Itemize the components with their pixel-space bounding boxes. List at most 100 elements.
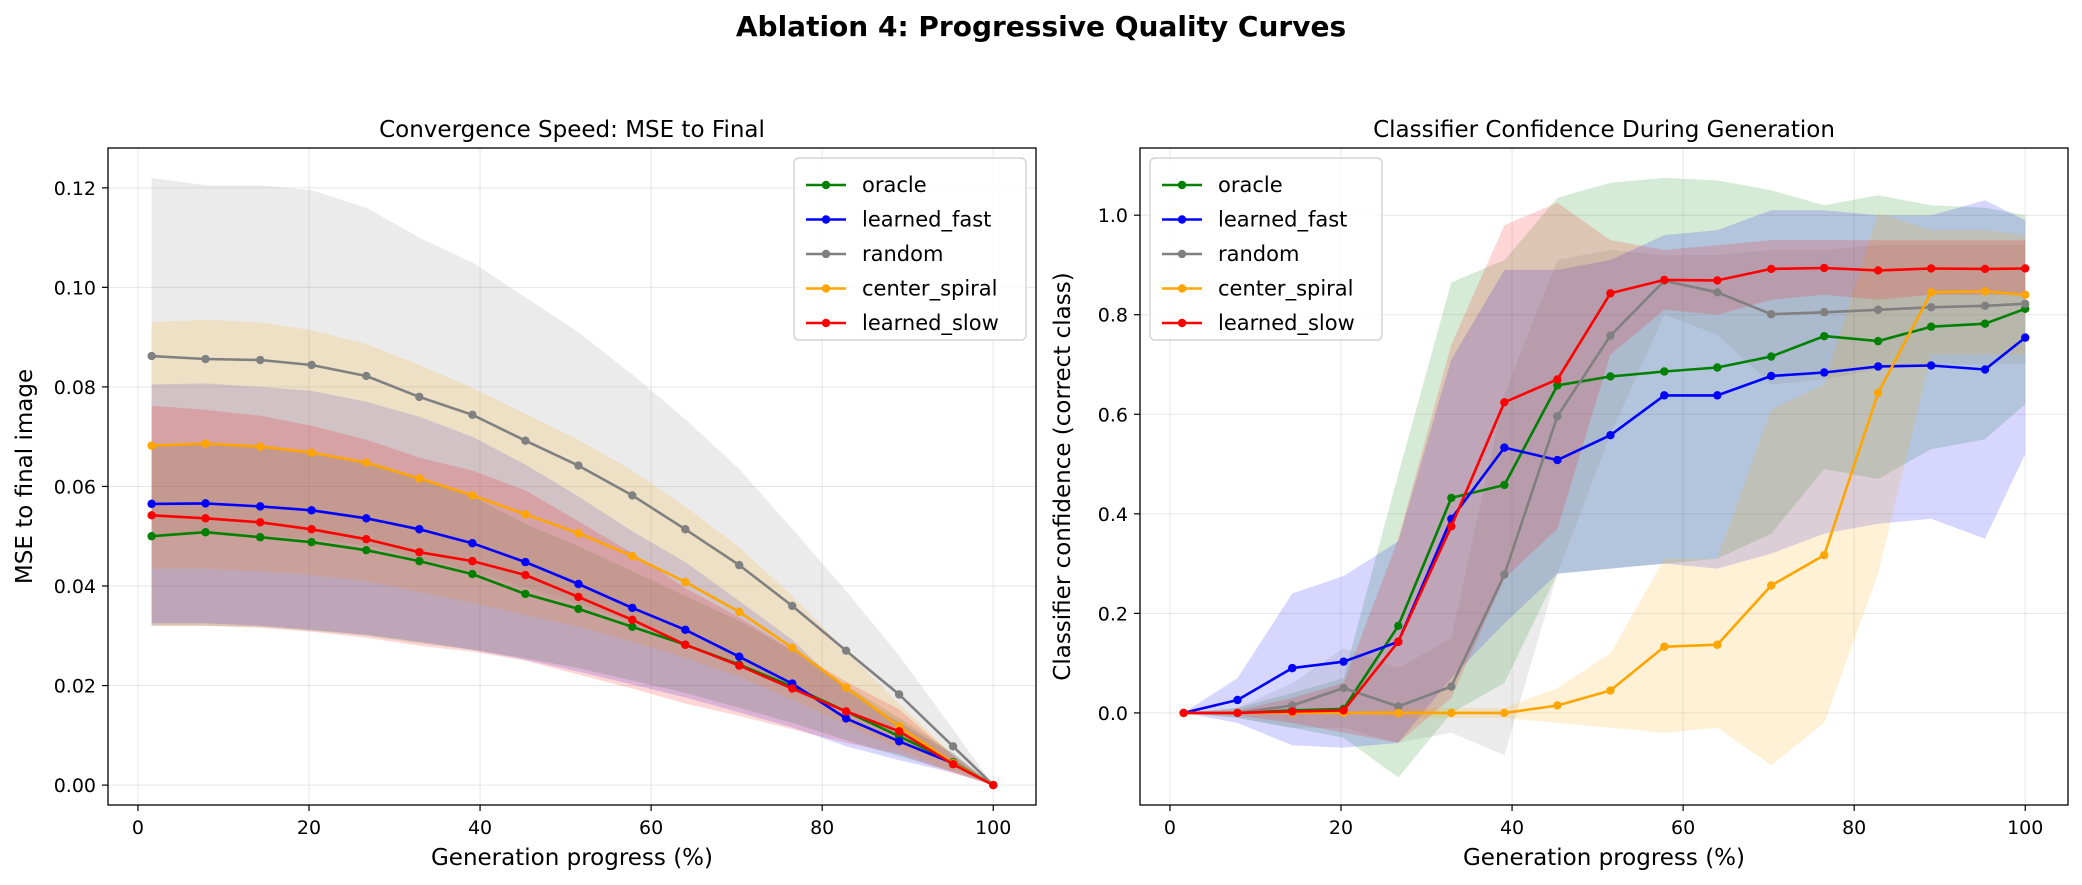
legend-label: learned_slow: [862, 311, 999, 336]
point-random: [256, 355, 265, 365]
point-learned_fast: [1873, 362, 1883, 371]
point-learned_slow: [1553, 375, 1562, 384]
point-learned_slow: [1660, 275, 1669, 285]
point-random: [468, 410, 477, 419]
legend-label: learned_fast: [862, 208, 991, 233]
point-oracle: [521, 589, 530, 599]
point-center_spiral: [1394, 708, 1403, 718]
point-random: [521, 436, 530, 445]
legend-label: learned_slow: [1218, 311, 1355, 336]
x-tick-label: 100: [2007, 817, 2043, 839]
point-center_spiral: [1980, 287, 1990, 296]
legend-item-learned_slow: learned_slow: [1162, 311, 1355, 336]
point-learned_slow: [1606, 289, 1615, 298]
point-random: [415, 392, 424, 402]
point-center_spiral: [468, 491, 477, 500]
legend-item-learned_slow: learned_slow: [806, 311, 999, 336]
point-learned_slow: [894, 727, 904, 736]
point-random: [2021, 299, 2030, 308]
axes-title: Convergence Speed: MSE to Final: [379, 117, 765, 143]
point-random: [1820, 308, 1829, 317]
point-center_spiral: [256, 442, 265, 451]
point-learned_fast: [1980, 365, 1990, 374]
point-learned_slow: [989, 780, 998, 790]
point-random: [948, 742, 958, 751]
legend-box: [793, 157, 1027, 341]
legend-marker: [1177, 180, 1187, 190]
point-random: [788, 601, 797, 611]
point-oracle: [1980, 319, 1990, 328]
figure-title: Ablation 4: Progressive Quality Curves: [736, 10, 1346, 43]
point-learned_fast: [1500, 443, 1509, 452]
y-axis: 0.00 0.02 0.04 0.06 0.08 0.10 0.12: [54, 178, 108, 797]
point-learned_fast: [628, 603, 637, 613]
point-learned_slow: [201, 514, 210, 523]
legend-marker: [1177, 215, 1187, 224]
point-learned_slow: [521, 570, 530, 580]
legend-label: random: [862, 242, 943, 266]
y-tick-label: 0.0: [1098, 703, 1128, 725]
point-learned_fast: [1660, 391, 1669, 400]
legend-box: [1149, 157, 1383, 341]
x-tick-label: 20: [297, 817, 321, 839]
point-learned_fast: [468, 538, 477, 548]
point-center_spiral: [628, 551, 637, 561]
point-learned_slow: [415, 547, 424, 557]
point-learned_slow: [362, 535, 371, 544]
point-learned_slow: [735, 661, 744, 670]
point-center_spiral: [1660, 642, 1669, 651]
point-oracle: [256, 533, 265, 542]
point-learned_fast: [574, 579, 583, 589]
point-oracle: [307, 538, 316, 547]
point-learned_slow: [948, 759, 958, 769]
series-random: [147, 351, 998, 790]
y-axis: 0.0 0.2 0.4 0.6 0.8 1.0: [1098, 205, 1140, 725]
x-tick-label: 40: [1500, 817, 1524, 839]
point-oracle: [468, 569, 477, 579]
point-random: [1606, 331, 1615, 340]
point-random: [628, 491, 637, 500]
x-tick-label: 80: [810, 817, 834, 839]
point-center_spiral: [201, 439, 210, 448]
point-center_spiral: [681, 577, 690, 587]
y-tick-label: 0.04: [54, 576, 96, 598]
point-oracle: [415, 556, 424, 566]
legend-marker: [821, 318, 831, 328]
point-random: [201, 354, 210, 364]
point-oracle: [201, 528, 210, 537]
legend-item-oracle: oracle: [1162, 173, 1283, 197]
point-learned_fast: [1820, 368, 1829, 377]
x-tick-label: 60: [1671, 817, 1695, 839]
point-oracle: [1553, 381, 1562, 390]
band-oracle: [151, 441, 994, 786]
legend-label: center_spiral: [862, 277, 998, 302]
point-center_spiral: [415, 474, 424, 483]
point-random: [1873, 305, 1883, 314]
point-center_spiral: [1447, 708, 1456, 718]
point-oracle: [574, 604, 583, 614]
axes-title: Classifier Confidence During Generation: [1373, 117, 1835, 143]
point-learned_slow: [468, 556, 477, 566]
band-random: [151, 177, 994, 786]
point-random: [362, 371, 371, 381]
point-center_spiral: [1553, 701, 1562, 710]
point-learned_fast: [362, 514, 371, 523]
x-axis: 0 20 40 60 80 100: [132, 805, 1011, 839]
point-learned_fast: [1553, 455, 1562, 465]
point-learned_slow: [1179, 708, 1188, 718]
point-random: [1339, 683, 1348, 693]
point-learned_slow: [1339, 706, 1348, 715]
legend-item-center_spiral: center_spiral: [806, 277, 998, 302]
x-axis-label: Generation progress (%): [431, 845, 713, 871]
point-learned_slow: [788, 684, 797, 693]
y-tick-label: 0.4: [1098, 504, 1128, 526]
point-random: [1500, 570, 1509, 579]
point-oracle: [1447, 493, 1456, 503]
point-random: [307, 360, 316, 370]
point-center_spiral: [735, 607, 744, 617]
point-oracle: [362, 545, 371, 555]
legend-marker: [1177, 249, 1187, 259]
point-learned_fast: [1713, 391, 1722, 400]
legend-item-learned_fast: learned_fast: [806, 208, 991, 233]
